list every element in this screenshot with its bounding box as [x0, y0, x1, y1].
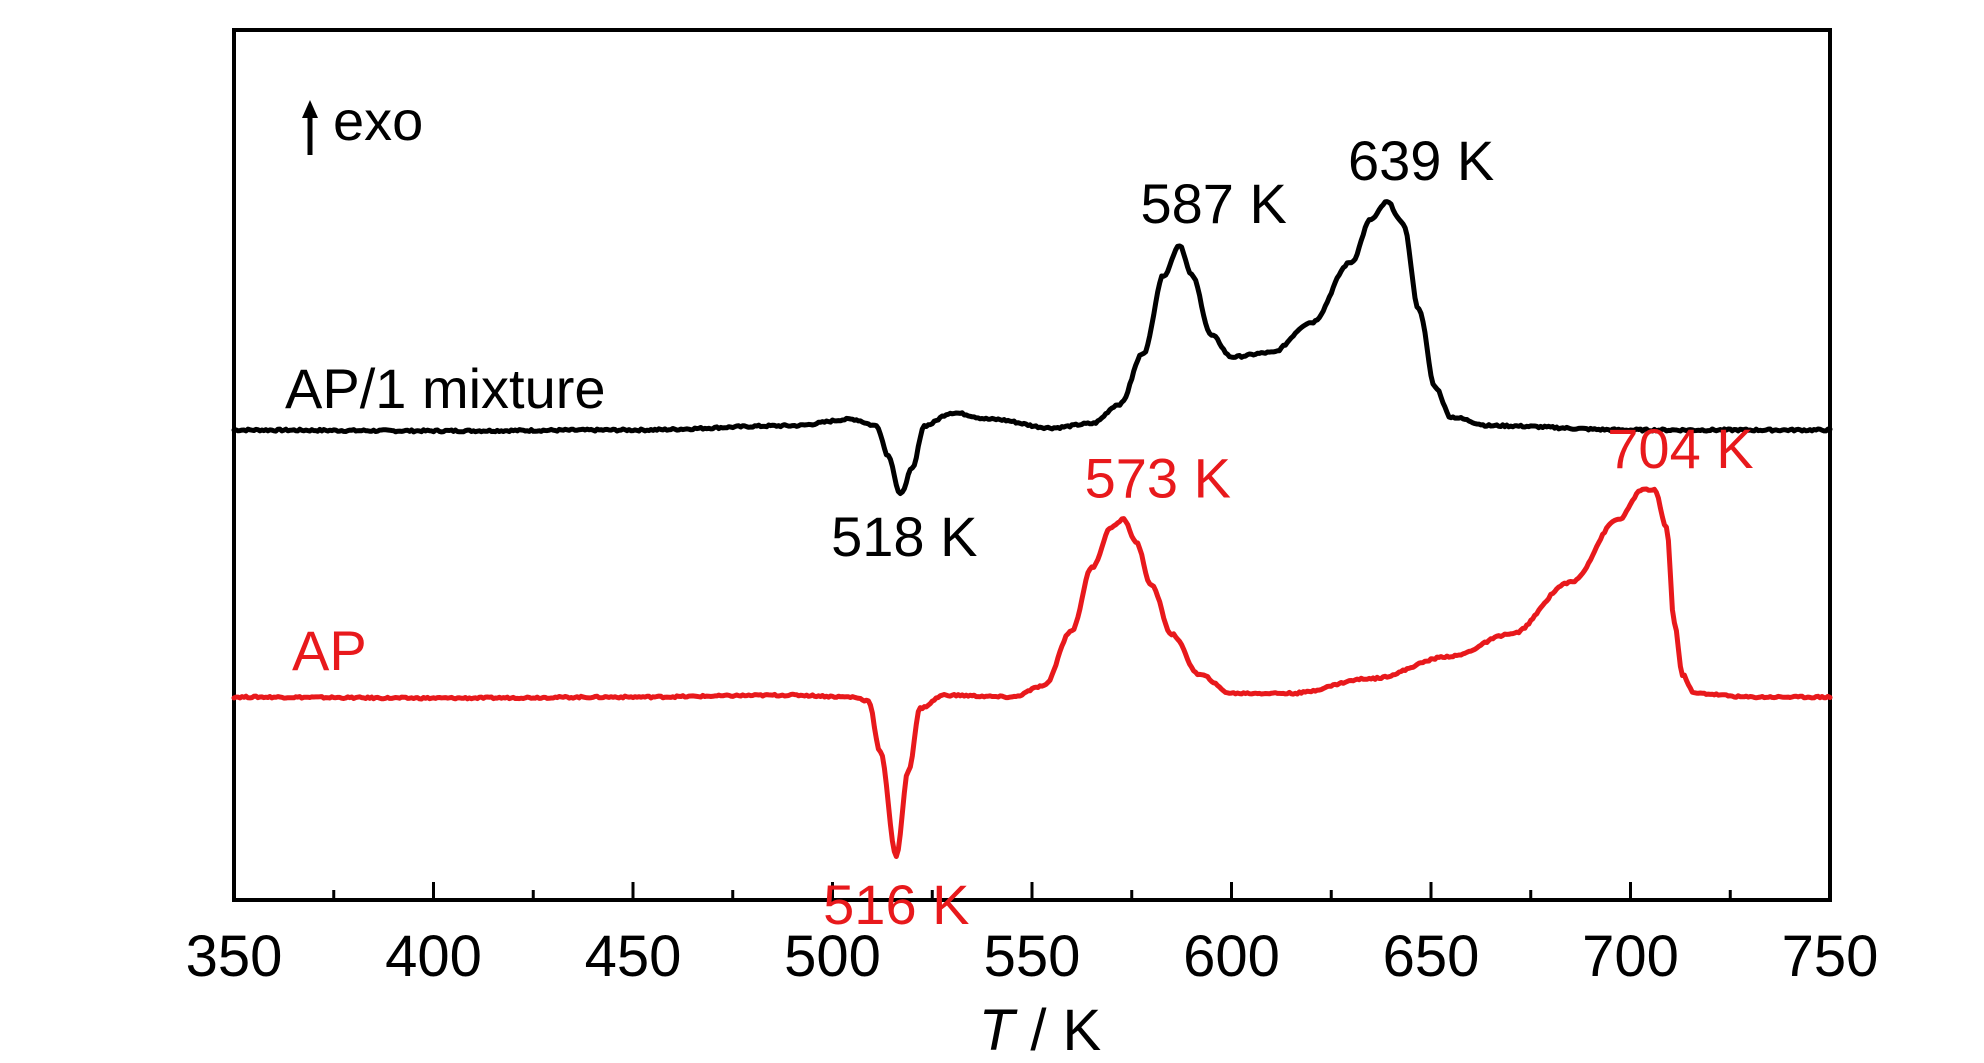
exo-arrow-up-icon	[302, 100, 318, 118]
x-axis-label: T / K	[979, 998, 1102, 1063]
x-axis-label-unit: / K	[1014, 998, 1101, 1063]
series-line-ap	[231, 486, 1833, 859]
annotation-layer: AP/1 mixture 518 K 587 K 639 K AP 516 K 573 K 7…	[285, 129, 1754, 936]
x-axis-label-symbol: T	[979, 998, 1018, 1063]
x-axis-tick-labels: 350 400 450 500 550 600 650 700 750	[186, 924, 1879, 989]
series-layer	[231, 199, 1833, 859]
plot-frame	[232, 28, 1832, 902]
x-tick-label-350: 350	[186, 924, 283, 989]
x-tick-label-550: 550	[984, 924, 1081, 989]
annotation-518-k: 518 K	[831, 505, 977, 568]
series-label-ap-1-mixture: AP/1 mixture	[285, 357, 606, 420]
x-tick-label-650: 650	[1383, 924, 1480, 989]
annotation-516-k: 516 K	[823, 873, 969, 936]
series-line-ap-1-mixture	[231, 199, 1833, 496]
annotation-587-k: 587 K	[1140, 172, 1286, 235]
exo-indicator: exo	[302, 89, 423, 155]
x-tick-label-400: 400	[385, 924, 482, 989]
x-tick-label-700: 700	[1582, 924, 1679, 989]
x-tick-label-500: 500	[784, 924, 881, 989]
x-axis-ticks	[232, 882, 1832, 900]
exo-label: exo	[333, 89, 423, 152]
x-tick-label-750: 750	[1782, 924, 1879, 989]
annotation-573-k: 573 K	[1085, 446, 1231, 509]
annotation-639-k: 639 K	[1348, 129, 1494, 192]
annotation-704-k: 704 K	[1607, 417, 1753, 480]
series-label-ap: AP	[292, 619, 367, 682]
x-tick-label-450: 450	[585, 924, 682, 989]
x-tick-label-600: 600	[1183, 924, 1280, 989]
